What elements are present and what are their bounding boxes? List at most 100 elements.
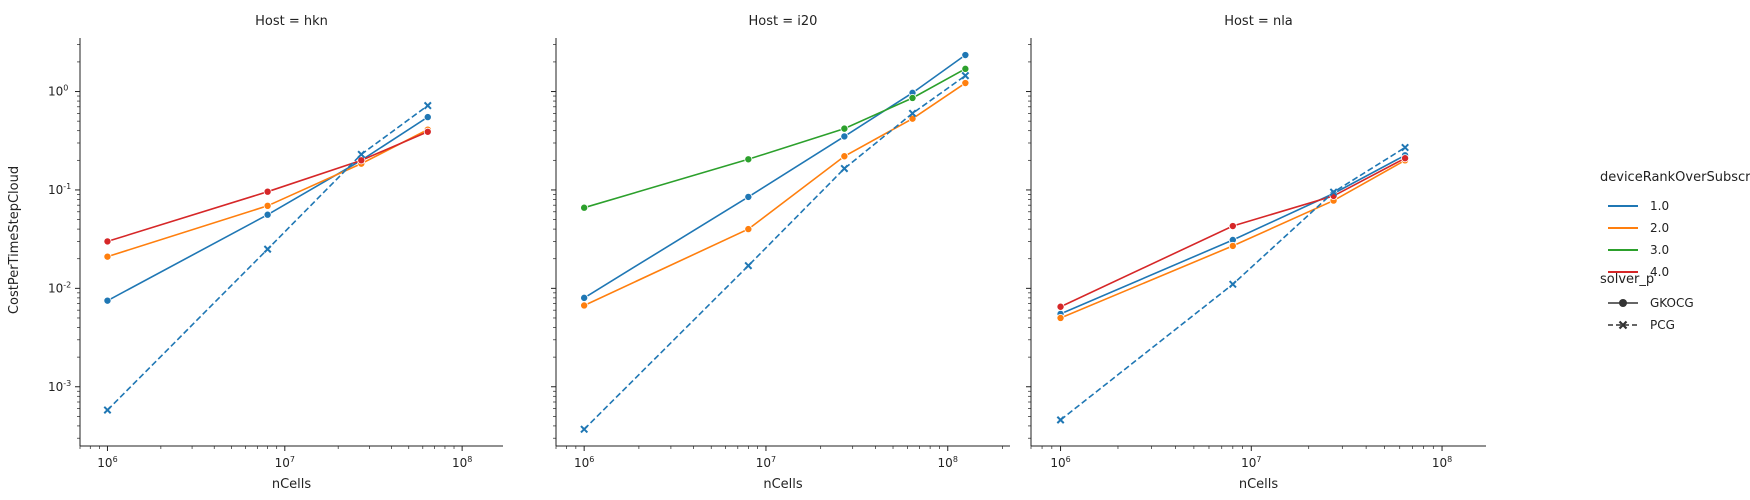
legend-style-title: solver_p	[1600, 272, 1654, 287]
x-tick-label: 108	[938, 455, 958, 470]
data-point	[908, 114, 917, 123]
legend-entry: GKOCG	[1608, 296, 1694, 310]
data-point	[357, 156, 366, 165]
data-point	[1228, 222, 1237, 231]
x-tick-label: 107	[756, 455, 776, 470]
data-point	[744, 225, 753, 234]
y-tick-label: 10-2	[48, 280, 71, 295]
data-point	[580, 301, 589, 310]
series-line	[107, 116, 429, 302]
series-3-0-gkocg	[580, 64, 970, 212]
series-4-0-gkocg	[103, 127, 432, 246]
series-1-0-pcg	[580, 71, 970, 434]
legend-entry: 4.0	[1608, 265, 1669, 279]
series-2-0-gkocg	[580, 79, 970, 310]
data-point	[744, 192, 753, 201]
data-point	[263, 187, 272, 196]
data-point	[263, 245, 272, 254]
x-tick-label: 107	[1241, 455, 1261, 470]
panel-title: Host = i20	[749, 14, 818, 29]
legend-label: 4.0	[1650, 265, 1669, 279]
data-point	[1056, 416, 1065, 424]
data-point	[1056, 313, 1065, 322]
series-line	[583, 68, 966, 209]
legend-label: 1.0	[1650, 199, 1669, 213]
data-point	[1329, 188, 1338, 197]
data-point	[744, 261, 753, 270]
x-tick-label: 107	[275, 455, 295, 470]
series-1-0-gkocg	[580, 51, 970, 302]
x-axis-label: nCells	[272, 477, 312, 492]
data-point	[423, 127, 432, 136]
data-point	[961, 51, 970, 60]
data-point	[961, 79, 970, 88]
x-tick-label: 108	[1432, 455, 1452, 470]
legend-label: 3.0	[1650, 243, 1669, 257]
series-1-0-pcg	[1056, 143, 1409, 424]
y-tick-label: 100	[48, 84, 68, 99]
data-point	[961, 64, 970, 73]
series-line	[1060, 154, 1406, 315]
legend: deviceRankOverSubscription 1.02.03.04.0 …	[1600, 170, 1750, 332]
data-point	[1228, 241, 1237, 250]
panel-1: Host = hkn nCells 106 107 108 10-3 10-2 10-1 100	[48, 14, 503, 492]
x-tick-label: 106	[574, 455, 594, 470]
legend-marker	[1618, 320, 1628, 330]
series-line	[1060, 159, 1406, 319]
data-point	[744, 155, 753, 164]
data-point	[423, 113, 432, 122]
legend-label: 2.0	[1650, 221, 1669, 235]
data-point	[840, 132, 849, 141]
panel-title: Host = hkn	[255, 14, 328, 29]
x-axis-label: nCells	[1239, 477, 1279, 492]
data-point	[263, 210, 272, 219]
x-tick-label: 106	[97, 455, 117, 470]
data-point	[103, 406, 112, 414]
data-point	[908, 109, 917, 118]
legend-label: GKOCG	[1650, 296, 1694, 310]
y-tick-label: 10-1	[48, 182, 71, 197]
panel-2: Host = i20 nCells 106 107 108	[551, 14, 1010, 492]
series-line	[1060, 157, 1406, 308]
data-point	[580, 293, 589, 302]
data-point	[840, 164, 849, 173]
series-line	[107, 131, 429, 243]
series-line	[583, 75, 966, 430]
data-point	[1401, 143, 1409, 152]
data-point	[103, 296, 112, 305]
panel-3: Host = nla nCells 106 107 108	[1026, 14, 1486, 492]
series-1-0-pcg	[103, 101, 432, 414]
legend-entry: 3.0	[1608, 243, 1669, 257]
data-point	[357, 150, 366, 159]
series-4-0-gkocg	[1056, 154, 1410, 311]
data-point	[1401, 154, 1410, 163]
legend-hue-title: deviceRankOverSubscription	[1600, 170, 1750, 185]
legend-entry: PCG	[1608, 318, 1675, 332]
data-point	[840, 152, 849, 161]
y-tick-label: 10-3	[48, 379, 71, 394]
data-point	[263, 201, 272, 210]
panel-title: Host = nla	[1224, 14, 1293, 29]
series-line	[583, 54, 966, 299]
legend-marker	[1619, 299, 1627, 307]
x-axis-label: nCells	[763, 477, 803, 492]
x-tick-label: 108	[452, 455, 472, 470]
data-point	[103, 237, 112, 246]
data-point	[1228, 280, 1237, 289]
y-axis-label: CostPerTimeStepCloud	[7, 166, 22, 314]
data-point	[580, 203, 589, 212]
data-point	[580, 425, 589, 434]
series-line	[1060, 146, 1406, 421]
data-point	[1056, 302, 1065, 311]
data-point	[423, 101, 432, 110]
data-point	[103, 252, 112, 261]
series-1-0-gkocg	[1056, 151, 1410, 318]
legend-label: PCG	[1650, 318, 1675, 332]
legend-entry: 1.0	[1608, 199, 1669, 213]
data-point	[961, 71, 970, 80]
data-point	[840, 124, 849, 133]
series-line	[106, 104, 429, 411]
data-point	[908, 93, 917, 102]
x-tick-label: 106	[1050, 455, 1070, 470]
